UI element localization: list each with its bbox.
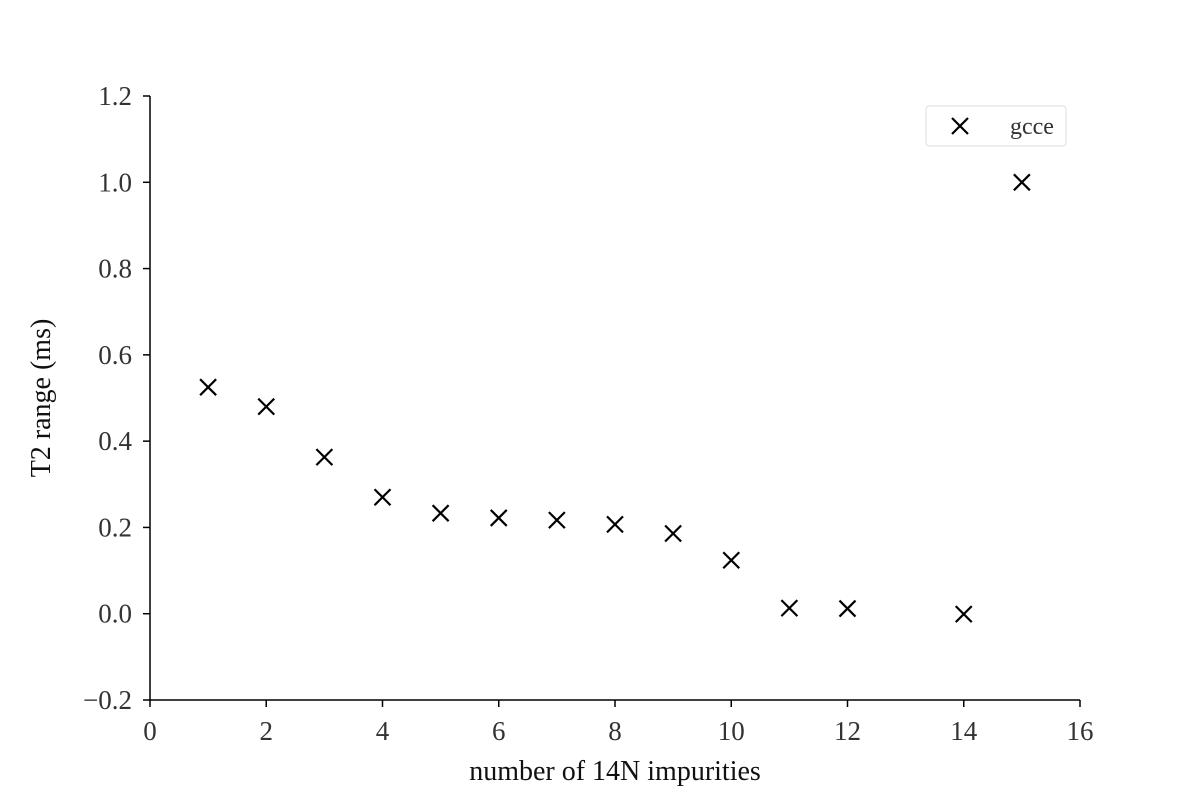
x-tick-label: 2 (260, 716, 274, 746)
x-tick-label: 4 (376, 716, 390, 746)
data-point (780, 599, 799, 617)
x-tick-label: 16 (1067, 716, 1094, 746)
x-tick-label: 8 (608, 716, 622, 746)
x-ticks: 0 2 4 6 8 10 12 14 16 (143, 700, 1094, 746)
legend-label-gcce: gcce (1010, 114, 1054, 140)
legend-marker (951, 117, 969, 135)
x-tick-label: 6 (492, 716, 506, 746)
data-point (315, 448, 334, 466)
data-point (954, 605, 973, 623)
x-tick-label: 14 (950, 716, 978, 746)
data-point (373, 488, 392, 507)
x-tick-label: 12 (834, 716, 861, 746)
data-points (199, 173, 1031, 623)
y-tick-label: 0.4 (98, 426, 132, 456)
data-point (548, 511, 566, 529)
y-tick-label: 1.2 (98, 81, 132, 111)
y-tick-label: −0.2 (83, 685, 132, 715)
legend: gcce (925, 105, 1067, 147)
data-point (431, 504, 450, 522)
legend-box (925, 105, 1067, 147)
data-point (838, 599, 857, 618)
data-point (722, 551, 741, 569)
data-point (489, 509, 508, 527)
y-tick-label: 0.6 (98, 340, 132, 370)
y-tick-label: 1.0 (98, 167, 132, 197)
y-tick-label: 0.8 (98, 254, 132, 284)
legend-x-marker-icon (951, 117, 969, 135)
data-point (606, 515, 624, 534)
y-axis-label: T2 range (ms) (26, 319, 57, 478)
y-tick-label: 0.2 (98, 512, 132, 542)
data-point (257, 397, 276, 416)
data-point (664, 524, 682, 543)
x-tick-label: 10 (718, 716, 745, 746)
data-point (199, 378, 217, 396)
x-tick-label: 0 (143, 716, 157, 746)
data-point (1013, 173, 1031, 192)
axes (149, 96, 1080, 701)
y-ticks: −0.2 0.0 0.2 0.4 0.6 0.8 1.0 1.2 (83, 81, 150, 715)
y-tick-label: 0.0 (98, 599, 132, 629)
x-axis-label: number of 14N impurities (469, 756, 761, 787)
